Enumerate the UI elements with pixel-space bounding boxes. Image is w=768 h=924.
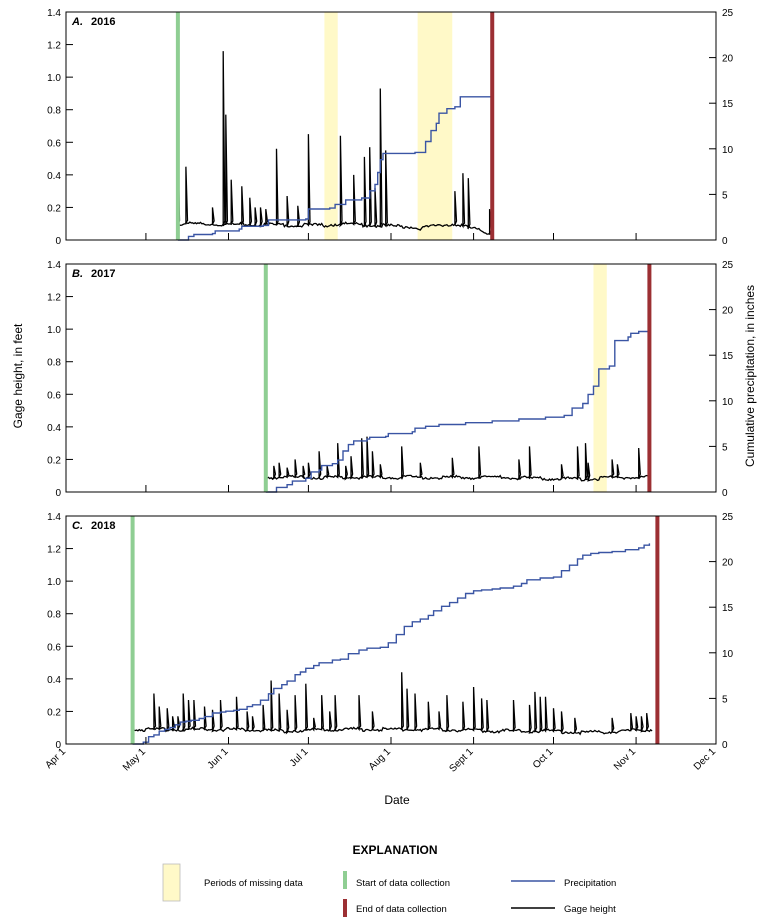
start-of-data-marker xyxy=(130,516,135,744)
right-tick-label: 10 xyxy=(722,145,734,156)
end-of-data-marker xyxy=(647,264,652,492)
missing-data-period xyxy=(593,264,607,492)
right-tick-label: 10 xyxy=(722,649,734,660)
left-tick-label: 0.6 xyxy=(47,642,61,653)
legend-gage-label: Gage height xyxy=(564,904,616,915)
right-tick-label: 25 xyxy=(722,8,734,19)
left-tick-label: 1.4 xyxy=(47,8,61,19)
left-tick-label: 0.4 xyxy=(47,675,61,686)
right-tick-label: 0 xyxy=(722,236,728,247)
x-tick-label: Nov 1 xyxy=(612,746,639,773)
x-tick-label: Apr 1 xyxy=(43,746,68,771)
right-tick-label: 5 xyxy=(722,442,728,453)
start-of-data-marker xyxy=(175,12,180,240)
left-tick-label: 0.6 xyxy=(47,138,61,149)
precipitation-series xyxy=(265,329,651,493)
right-tick-label: 0 xyxy=(722,488,728,499)
gage-height-series xyxy=(131,672,653,736)
left-tick-label: 0.2 xyxy=(47,203,61,214)
gage-height-series xyxy=(265,436,650,482)
panel-frame xyxy=(65,515,717,745)
x-tick-label: Sept 1 xyxy=(447,746,476,775)
x-tick-label: Jun 1 xyxy=(206,746,231,771)
y-axis-right-label: Cumulative precipitation, in inches xyxy=(743,285,757,467)
left-tick-label: 0.2 xyxy=(47,455,61,466)
panel-frame xyxy=(65,11,717,241)
left-tick-label: 0.2 xyxy=(47,707,61,718)
end-of-data-marker xyxy=(655,516,660,744)
legend-precip-label: Precipitation xyxy=(564,878,616,889)
right-tick-label: 25 xyxy=(722,512,734,523)
explanation: EXPLANATION Periods of missing data Star… xyxy=(162,843,616,917)
right-tick-label: 5 xyxy=(722,694,728,705)
left-tick-label: 0 xyxy=(55,740,61,751)
legend-missing-swatch xyxy=(162,863,181,902)
precipitation-series xyxy=(177,95,493,241)
left-tick-label: 0.4 xyxy=(47,423,61,434)
right-tick-label: 15 xyxy=(722,603,734,614)
left-tick-label: 0.8 xyxy=(47,610,61,621)
panel-frame xyxy=(65,263,717,493)
panel-2016: 0 0.2 0.4 0.6 0.8 1.0 1.2 1.4 0 5 10 15 20 25 A. 2016 xyxy=(47,8,733,247)
x-tick-label: Aug 1 xyxy=(367,746,394,773)
start-of-data-marker xyxy=(263,264,268,492)
left-tick-label: 0.8 xyxy=(47,106,61,117)
right-tick-label: 25 xyxy=(722,260,734,271)
legend-end-swatch xyxy=(343,899,347,917)
right-tick-label: 20 xyxy=(722,306,734,317)
left-tick-label: 1.0 xyxy=(47,325,61,336)
missing-data-period xyxy=(417,12,453,240)
y-axis-left-label: Gage height, in feet xyxy=(11,323,25,428)
left-tick-label: 1.0 xyxy=(47,577,61,588)
left-tick-label: 1.4 xyxy=(47,260,61,271)
x-tick-label: May 1 xyxy=(121,746,148,773)
x-tick-label: Jul 1 xyxy=(288,746,311,769)
left-tick-label: 1.2 xyxy=(47,545,61,556)
right-tick-label: 20 xyxy=(722,558,734,569)
right-tick-label: 15 xyxy=(722,99,734,110)
legend-end-label: End of data collection xyxy=(356,904,447,915)
right-tick-label: 20 xyxy=(722,54,734,65)
legend-start-label: Start of data collection xyxy=(356,878,450,889)
x-tick-label: Oct 1 xyxy=(531,746,556,771)
left-tick-label: 1.2 xyxy=(47,293,61,304)
left-tick-label: 0 xyxy=(55,236,61,247)
left-tick-label: 1.0 xyxy=(47,73,61,84)
right-tick-label: 5 xyxy=(722,190,728,201)
right-tick-label: 15 xyxy=(722,351,734,362)
panel-2018: 0 0.2 0.4 0.6 0.8 1.0 1.2 1.4 0 5 10 15 20 25 Apr 1 May… xyxy=(43,512,733,775)
gage-height-series xyxy=(177,51,492,236)
panel-label: B. 2017 xyxy=(72,268,115,280)
missing-data-period xyxy=(324,12,338,240)
legend-start-swatch xyxy=(343,871,347,889)
right-tick-label: 10 xyxy=(722,397,734,408)
left-tick-label: 0.8 xyxy=(47,358,61,369)
x-tick-label: Dec 1 xyxy=(692,746,719,773)
left-tick-label: 0.4 xyxy=(47,171,61,182)
panel-label: A. 2016 xyxy=(71,16,115,28)
left-tick-label: 0.6 xyxy=(47,390,61,401)
left-tick-label: 0 xyxy=(55,488,61,499)
right-tick-label: 0 xyxy=(722,740,728,751)
end-of-data-marker xyxy=(490,12,495,240)
explanation-title: EXPLANATION xyxy=(352,843,437,857)
panel-label: C. 2018 xyxy=(72,520,115,532)
left-tick-label: 1.4 xyxy=(47,512,61,523)
legend-missing-label: Periods of missing data xyxy=(204,878,303,889)
left-tick-label: 1.2 xyxy=(47,41,61,52)
panel-2017: 0 0.2 0.4 0.6 0.8 1.0 1.2 1.4 0 5 10 15 20 25 B. 2017 xyxy=(47,260,733,499)
precipitation-series xyxy=(132,543,651,745)
x-axis-label: Date xyxy=(384,793,410,807)
